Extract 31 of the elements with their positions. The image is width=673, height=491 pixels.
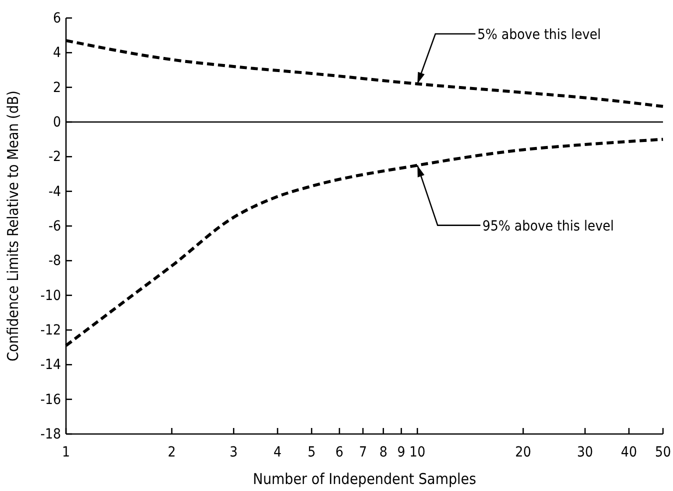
y-tick-label: -4 [48,184,61,200]
y-tick-label: 2 [52,80,61,96]
y-tick-label: -10 [40,288,61,304]
annotation: 95% above this level [482,218,614,234]
x-tick-label: 8 [379,444,388,461]
x-tick-label: 40 [620,444,637,461]
y-tick-label: -14 [40,357,61,374]
y-tick-label: -18 [40,426,61,442]
y-axis-title: Confidence Limits Relative to Mean (dB) [4,90,22,362]
x-tick-label: 4 [274,444,282,461]
y-tick-label: -16 [40,392,61,408]
annotation: 5% above this level [477,26,601,43]
y-tick-label: -6 [48,218,61,234]
y-tick-label: -2 [48,149,61,166]
x-axis-title: Number of Independent Samples [252,470,476,488]
y-tick-label: -12 [40,322,61,338]
x-tick-label: 9 [397,444,406,461]
x-tick-label: 3 [230,444,238,461]
x-tick-label: 20 [515,444,532,461]
x-tick-label: 2 [168,444,176,461]
x-tick-label: 30 [577,444,594,461]
x-tick-label: 5 [308,444,316,461]
y-tick-label: 6 [52,10,61,26]
x-tick-label: 10 [409,444,426,461]
x-tick-label: 1 [62,444,70,461]
y-tick-label: 4 [52,45,61,62]
y-tick-label: -8 [48,253,61,270]
y-tick-label: 0 [52,114,61,130]
x-tick-label: 7 [358,444,367,461]
x-tick-label: 50 [654,444,672,461]
x-tick-label: 6 [335,444,344,461]
